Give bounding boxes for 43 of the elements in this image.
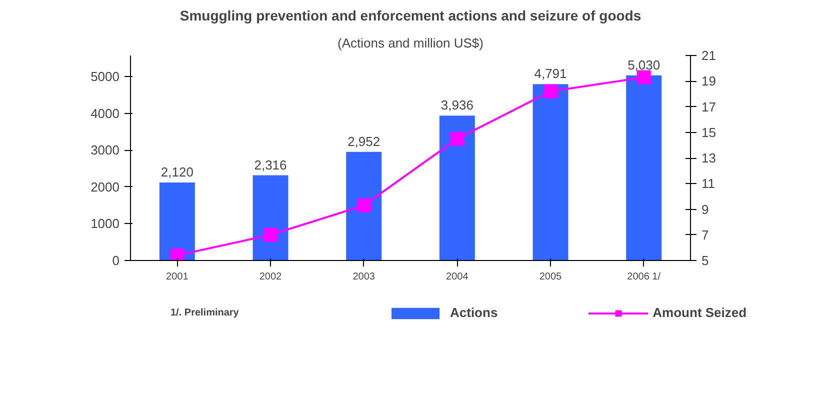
- x-tick-label: 2004: [446, 272, 469, 282]
- y-tick-label: 5000: [90, 68, 120, 84]
- bar: [159, 182, 195, 260]
- y-tick-label: 2000: [90, 179, 120, 194]
- chart-subtitle: (Actions and million US$): [338, 36, 484, 50]
- y2-tick-label: 9: [702, 202, 709, 217]
- y2-tick-label: 15: [702, 124, 716, 140]
- y2-tick-label: 11: [702, 176, 715, 192]
- point: [264, 228, 278, 242]
- x-tick-label: 2002: [259, 272, 282, 282]
- data-label: 3,936: [440, 98, 474, 113]
- point: [450, 132, 464, 146]
- y-tick-label: 4000: [90, 106, 120, 121]
- point: [170, 248, 184, 260]
- chart-title: Smuggling prevention and enforcement actions and seizure of goods: [180, 8, 642, 24]
- legend-label: Actions: [450, 305, 498, 320]
- y2-tick-label: 19: [702, 74, 716, 89]
- bar: [346, 152, 382, 260]
- legend-label: Amount Seized: [652, 305, 747, 320]
- bar: [252, 175, 288, 260]
- data-label: 5,030: [628, 57, 660, 72]
- point: [544, 84, 558, 98]
- bar: [532, 84, 568, 260]
- data-label: 2,952: [348, 134, 380, 149]
- bar: [626, 75, 662, 260]
- y2-tick-label: 13: [702, 150, 716, 166]
- y-tick-label: 1000: [90, 216, 120, 232]
- x-tick-label: 2006 1/: [627, 272, 661, 282]
- bar: [439, 116, 475, 260]
- y2-tick-label: 17: [702, 99, 716, 114]
- y-tick-label: 0: [112, 253, 120, 268]
- data-label: 2,120: [160, 164, 194, 180]
- x-tick-label: 2005: [539, 272, 562, 282]
- data-label: 4,791: [534, 66, 567, 82]
- point: [356, 198, 371, 212]
- y2-tick-label: 21: [702, 48, 716, 63]
- x-tick-label: 2001: [166, 272, 189, 282]
- x-tick-label: 2003: [352, 272, 376, 282]
- text: 1/. Preliminary: [170, 308, 240, 318]
- y2-tick-label: 7: [702, 227, 709, 242]
- y-tick-label: 3000: [90, 142, 120, 158]
- y2-tick-label: 5: [702, 253, 709, 268]
- data-label: 2,316: [254, 157, 287, 172]
